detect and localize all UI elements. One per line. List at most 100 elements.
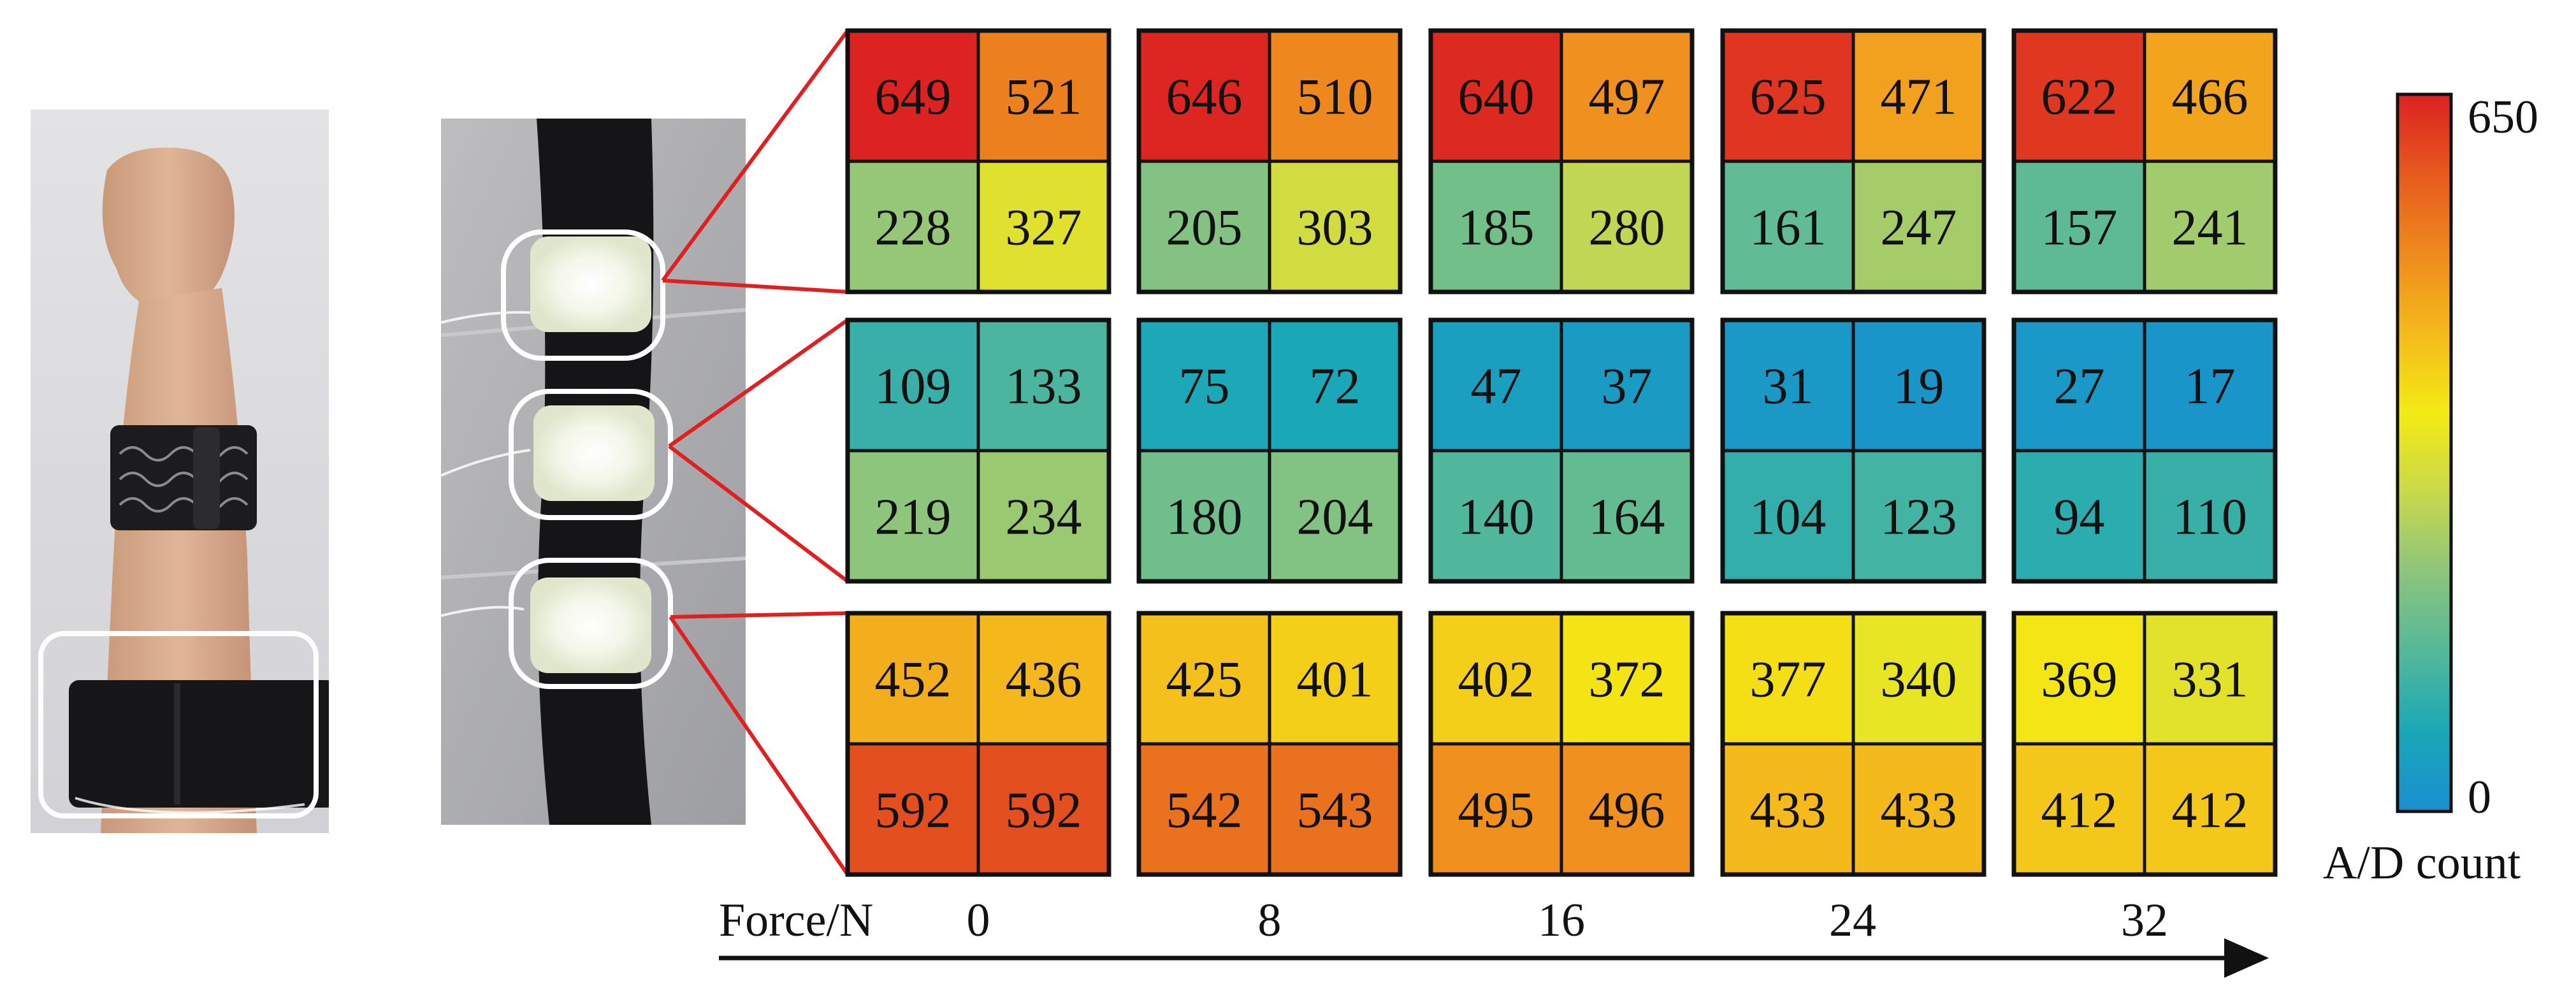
sensor-block: 402 372 495 496 <box>1428 611 1695 877</box>
heatmap-cell <box>2143 742 2277 876</box>
heatmap-grids: 649 521 228 327 646 510 205 303 640 497 185 280 625 4… <box>845 28 2278 877</box>
sensor-block-border <box>845 28 1111 294</box>
sensor-band-photo <box>441 119 746 825</box>
cell-value-label: 247 <box>1881 200 1957 256</box>
heatmap-cell <box>976 159 1111 294</box>
cell-value-label: 31 <box>1763 359 1814 415</box>
cell-value-label: 110 <box>2173 490 2247 546</box>
sensor-block-border <box>1428 611 1695 877</box>
cell-value-label: 640 <box>1458 69 1535 126</box>
sensor-block-border <box>845 611 1111 877</box>
sensor-block: 625 471 161 247 <box>1720 28 1986 294</box>
cell-value-label: 401 <box>1297 652 1373 708</box>
cell-value-label: 161 <box>1750 200 1827 256</box>
sensor-block-border <box>1720 317 1986 584</box>
sensor-block-border <box>845 317 1111 584</box>
cell-value-label: 219 <box>875 490 952 546</box>
cell-value-label: 180 <box>1166 490 1243 546</box>
cell-value-label: 649 <box>875 69 952 126</box>
sensor-block: 27 17 94 110 <box>2011 317 2278 584</box>
heatmap-cell <box>2143 449 2277 583</box>
heatmap-cell <box>1559 159 1694 294</box>
force-axis-arrowhead <box>2224 938 2269 978</box>
cell-value-label: 466 <box>2172 69 2248 126</box>
cell-value-label: 471 <box>1881 69 1957 126</box>
cell-value-label: 234 <box>1006 490 1082 546</box>
heatmap-cell <box>1429 159 1563 294</box>
cell-value-label: 157 <box>2041 200 2118 256</box>
sensor-block-border <box>1720 611 1986 877</box>
heatmap-cell <box>2143 159 2277 294</box>
sensor-block-border <box>2011 611 2278 877</box>
heatmap-cell <box>976 611 1111 746</box>
cell-value-label: 542 <box>1166 783 1243 839</box>
heatmap-cell <box>1429 449 1563 583</box>
sensor-block-border <box>1428 317 1695 584</box>
cell-value-label: 372 <box>1589 652 1665 708</box>
arm-photo <box>31 110 329 833</box>
sensor-block: 31 19 104 123 <box>1720 317 1986 584</box>
heatmap-cell <box>2012 318 2146 453</box>
heatmap-cell <box>846 742 980 876</box>
colorbar-max-label: 650 <box>2468 91 2538 143</box>
cell-value-label: 140 <box>1458 490 1535 546</box>
heatmap-cell <box>1851 318 1986 453</box>
sensor-block: 377 340 433 433 <box>1720 611 1986 877</box>
sensor-block: 369 331 412 412 <box>2011 611 2278 877</box>
cell-value-label: 521 <box>1006 69 1082 126</box>
force-tick-label: 0 <box>967 894 990 947</box>
sensor-block: 75 72 180 204 <box>1136 317 1403 584</box>
cell-value-label: 646 <box>1166 69 1243 126</box>
connector-line <box>661 29 850 282</box>
cell-value-label: 94 <box>2054 490 2105 546</box>
sensor-block: 640 497 185 280 <box>1428 28 1695 294</box>
cell-value-label: 622 <box>2041 69 2118 126</box>
connector-line <box>668 444 849 583</box>
heatmap-cell <box>1721 742 1855 876</box>
sensor-block-border <box>1428 28 1695 294</box>
force-tick-label: 8 <box>1258 894 1282 947</box>
cell-value-label: 72 <box>1310 359 1361 415</box>
cell-value-label: 47 <box>1471 359 1522 415</box>
cell-value-label: 412 <box>2041 783 2118 839</box>
cell-value-label: 205 <box>1166 200 1243 256</box>
heatmap-cell <box>1268 159 1402 294</box>
colorbar-gradient <box>2396 92 2453 813</box>
sensor-block: 622 466 157 241 <box>2011 28 2278 294</box>
cell-value-label: 17 <box>2185 359 2236 415</box>
force-tick-label: 24 <box>1829 894 1876 947</box>
heatmap-cell <box>1268 742 1402 876</box>
cell-value-label: 185 <box>1458 200 1535 256</box>
heatmap-cell <box>1137 159 1271 294</box>
sensor-block: 452 436 592 592 <box>845 611 1111 877</box>
heatmap-cell <box>1851 449 1986 583</box>
cell-value-label: 377 <box>1750 652 1827 708</box>
colorbar-title: A/D count <box>2323 837 2521 889</box>
cell-value-label: 592 <box>1006 783 1082 839</box>
cell-value-label: 543 <box>1297 783 1373 839</box>
cell-value-label: 241 <box>2172 200 2248 256</box>
cell-value-label: 164 <box>1589 490 1665 546</box>
cell-value-label: 327 <box>1006 200 1082 256</box>
sensor-block: 109 133 219 234 <box>845 317 1111 584</box>
colorbar-min-label: 0 <box>2468 771 2491 824</box>
cell-value-label: 625 <box>1750 69 1827 126</box>
cell-value-label: 452 <box>875 652 952 708</box>
force-axis: Force/N 0 8 16 24 32 <box>719 894 2269 978</box>
heatmap-cell <box>976 742 1111 876</box>
cell-value-label: 303 <box>1297 200 1373 256</box>
sensor-block-border <box>1136 611 1403 877</box>
cell-value-label: 402 <box>1458 652 1535 708</box>
cell-value-label: 510 <box>1297 69 1373 126</box>
cell-value-label: 37 <box>1602 359 1653 415</box>
cell-value-label: 436 <box>1006 652 1082 708</box>
force-tick-label: 16 <box>1538 894 1585 947</box>
connector-line <box>662 279 848 294</box>
cell-value-label: 228 <box>875 200 952 256</box>
heatmap-cell <box>1559 29 1694 163</box>
connector-line <box>670 611 848 619</box>
cell-value-label: 592 <box>875 783 952 839</box>
cell-value-label: 497 <box>1589 69 1665 126</box>
